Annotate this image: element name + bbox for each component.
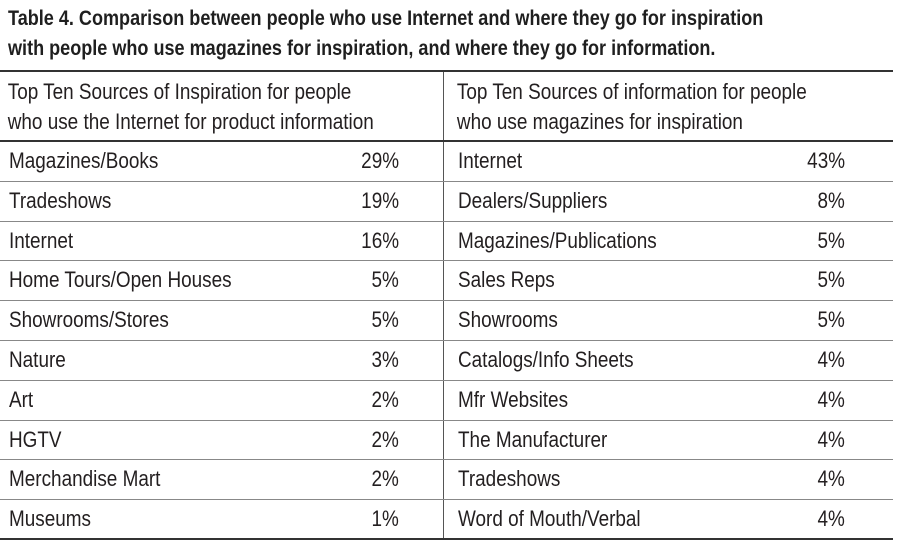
information-source-label: Sales Reps	[458, 267, 555, 293]
left-cell: Magazines/Books 29%	[0, 142, 444, 181]
table-title: Table 4. Comparison between people who u…	[8, 4, 773, 64]
information-source-label: Catalogs/Info Sheets	[458, 346, 634, 372]
right-cell: Sales Reps 5%	[444, 261, 893, 300]
inspiration-source-percent: 2%	[371, 426, 399, 452]
inspiration-source-label: Nature	[9, 346, 66, 372]
left-cell: Art 2%	[0, 380, 444, 420]
table-row: Internet 16% Magazines/Publications 5%	[0, 221, 893, 262]
information-source-label: Word of Mouth/Verbal	[458, 506, 641, 532]
right-cell: The Manufacturer 4%	[444, 421, 893, 460]
information-source-label: Tradeshows	[458, 466, 561, 492]
inspiration-source-percent: 16%	[361, 227, 399, 253]
header-right-line-2: who use magazines for inspiration	[456, 109, 743, 134]
comparison-table: Top Ten Sources of Inspiration for peopl…	[0, 70, 893, 540]
inspiration-source-label: Magazines/Books	[9, 148, 159, 173]
table-row: Showrooms/Stores 5% Showrooms 5%	[0, 301, 893, 341]
inspiration-source-label: Tradeshows	[9, 187, 112, 213]
inspiration-source-label: Internet	[9, 227, 74, 253]
inspiration-source-label: HGTV	[9, 426, 62, 452]
left-cell: Home Tours/Open Houses 5%	[0, 261, 444, 301]
inspiration-source-label: Showrooms/Stores	[9, 307, 169, 333]
information-source-percent: 4%	[817, 426, 845, 452]
left-cell: Tradeshows 19%	[0, 181, 444, 221]
header-left-line-2: who use the Internet for product informa…	[7, 109, 374, 134]
information-source-label: Mfr Websites	[458, 386, 569, 412]
right-cell: Catalogs/Info Sheets 4%	[444, 341, 893, 380]
table-row: Art 2% Mfr Websites 4%	[0, 380, 893, 421]
header-left-line-1: Top Ten Sources of Inspiration for peopl…	[7, 79, 352, 104]
table-row: Tradeshows 19% Dealers/Suppliers 8%	[0, 181, 893, 222]
information-source-percent: 4%	[817, 466, 845, 492]
header-right-column: Top Ten Sources of information for peopl…	[444, 72, 893, 140]
header-left-column: Top Ten Sources of Inspiration for peopl…	[0, 72, 444, 140]
table-row: Home Tours/Open Houses 5% Sales Reps 5%	[0, 261, 893, 302]
left-cell: HGTV 2%	[0, 420, 444, 460]
inspiration-source-percent: 29%	[361, 148, 399, 173]
table-title-line-1: Table 4. Comparison between people who u…	[8, 7, 764, 30]
inspiration-source-percent: 19%	[361, 187, 399, 213]
information-source-percent: 8%	[817, 187, 845, 213]
table-row: Nature 3% Catalogs/Info Sheets 4%	[0, 340, 893, 381]
information-source-label: Showrooms	[458, 307, 558, 333]
table-body: Magazines/Books 29% Internet 43% Tradeshows 1…	[0, 142, 893, 540]
inspiration-source-percent: 3%	[371, 346, 399, 372]
left-cell: Nature 3%	[0, 340, 444, 380]
information-source-percent: 43%	[807, 148, 845, 173]
table-row: Merchandise Mart 2% Tradeshows 4%	[0, 460, 893, 501]
information-source-label: Magazines/Publications	[458, 227, 657, 253]
header-right-text: Top Ten Sources of information for peopl…	[444, 72, 830, 137]
inspiration-source-percent: 5%	[371, 267, 399, 293]
information-source-percent: 5%	[817, 227, 845, 253]
table-row: Museums 1% Word of Mouth/Verbal 4%	[0, 500, 893, 540]
information-source-percent: 4%	[817, 506, 845, 532]
information-source-percent: 4%	[817, 346, 845, 372]
header-left-text: Top Ten Sources of Inspiration for peopl…	[0, 72, 381, 137]
table-title-line-2: with people who use magazines for inspir…	[8, 37, 716, 60]
information-source-label: Dealers/Suppliers	[458, 187, 608, 213]
left-cell: Merchandise Mart 2%	[0, 460, 444, 500]
table-row: Magazines/Books 29% Internet 43%	[0, 142, 893, 182]
information-source-label: Internet	[458, 148, 523, 173]
left-cell: Museums 1%	[0, 500, 444, 538]
information-source-percent: 5%	[817, 267, 845, 293]
information-source-label: The Manufacturer	[458, 426, 608, 452]
table-header-row: Top Ten Sources of Inspiration for peopl…	[0, 72, 893, 142]
header-right-line-1: Top Ten Sources of information for peopl…	[456, 79, 807, 104]
information-source-percent: 4%	[817, 386, 845, 412]
inspiration-source-label: Museums	[9, 506, 92, 532]
inspiration-source-label: Home Tours/Open Houses	[9, 267, 232, 293]
inspiration-source-percent: 5%	[371, 307, 399, 333]
right-cell: Showrooms 5%	[444, 301, 893, 340]
left-cell: Internet 16%	[0, 221, 444, 261]
inspiration-source-percent: 2%	[371, 466, 399, 492]
left-cell: Showrooms/Stores 5%	[0, 301, 444, 340]
inspiration-source-label: Merchandise Mart	[9, 466, 161, 492]
right-cell: Mfr Websites 4%	[444, 381, 893, 420]
right-cell: Internet 43%	[444, 142, 893, 181]
inspiration-source-percent: 2%	[371, 386, 399, 412]
inspiration-source-label: Art	[9, 386, 34, 412]
inspiration-source-percent: 1%	[371, 506, 399, 532]
table-row: HGTV 2% The Manufacturer 4%	[0, 420, 893, 461]
right-cell: Word of Mouth/Verbal 4%	[444, 500, 893, 538]
information-source-percent: 5%	[817, 307, 845, 333]
right-cell: Magazines/Publications 5%	[444, 222, 893, 261]
right-cell: Tradeshows 4%	[444, 460, 893, 499]
right-cell: Dealers/Suppliers 8%	[444, 182, 893, 221]
